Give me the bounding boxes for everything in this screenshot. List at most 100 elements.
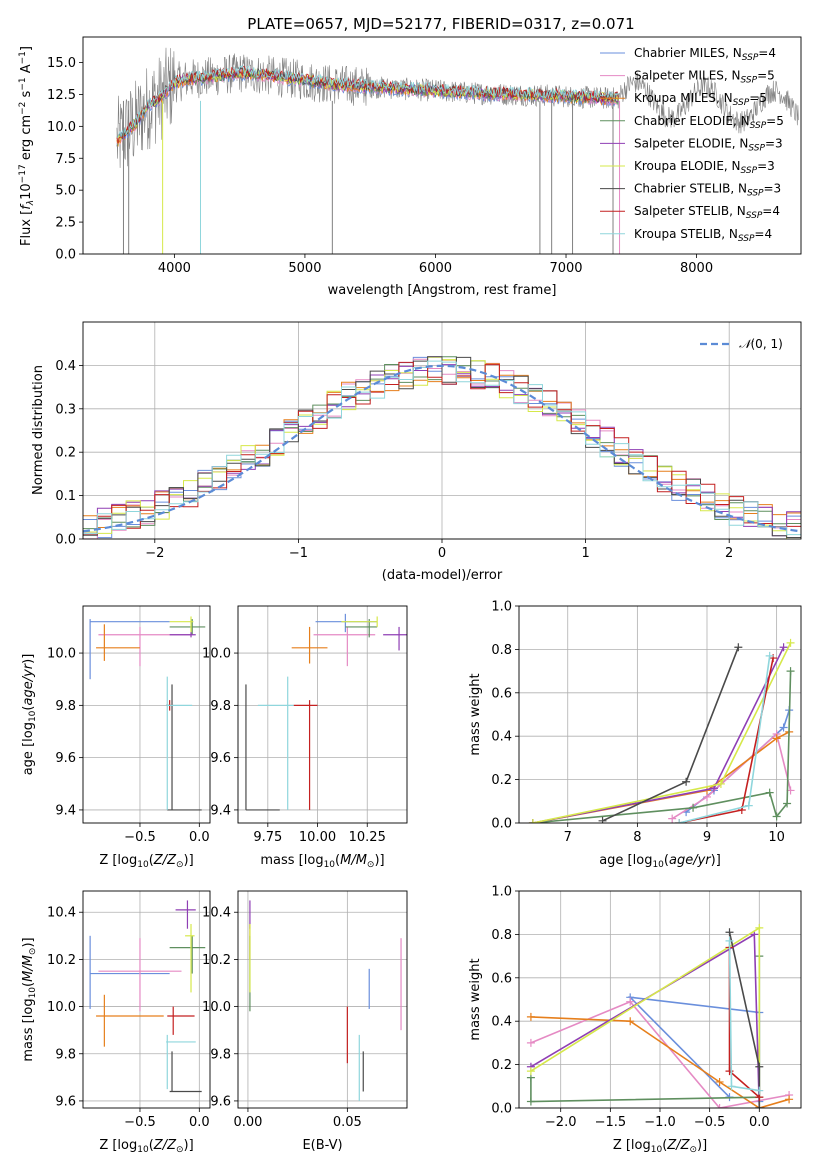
label-part: )] (21, 937, 36, 947)
label-part: −1 (18, 51, 28, 64)
axes-frame (82, 36, 802, 255)
plot-area (528, 638, 795, 823)
label-part: mass [log (260, 853, 323, 868)
label-part: E(B-V) (302, 1138, 342, 1153)
y-tick-label: 5.0 (55, 184, 76, 199)
label-part: =5 (757, 69, 775, 83)
x-tick-label: −2.0 (545, 1115, 577, 1130)
y-tick-label: 0.0 (55, 248, 76, 263)
legend-entry: Kroupa ELODIE, NSSP=3 (634, 159, 775, 176)
plus-marker (734, 643, 743, 652)
plus-marker (772, 812, 781, 821)
label-part: 10 (137, 1145, 149, 1155)
y-axis-label: Normed distribution (31, 365, 46, 495)
plus-marker (755, 1062, 764, 1071)
label-part: 10 (137, 860, 149, 870)
legend-entry: Kroupa STELIB, NSSP=4 (634, 227, 772, 244)
y-tick-label: 0.4 (491, 730, 512, 745)
x-tick-label: 1 (581, 546, 589, 561)
legend-entry: 𝒩(0, 1) (739, 337, 783, 351)
plot-area (249, 900, 402, 1101)
axes-mass_vs_ebv: 0.00 0.05 9.6 9.8 10.0 10.2 10.4 E(B-V) (202, 890, 408, 1153)
y-tick-label: 9.8 (210, 1047, 231, 1062)
plus-marker (725, 1067, 734, 1076)
y-axis-label: Flux [fλ10−17 erg cm−2 s−1 A−1] (18, 46, 36, 246)
label-part: )] (374, 853, 384, 868)
x-tick-label: 10.25 (349, 830, 386, 845)
plus-marker (755, 1104, 764, 1108)
y-tick-label: 0.8 (491, 643, 512, 658)
y-tick-label: 10.2 (202, 953, 231, 968)
label-part: Z/Z (666, 1138, 690, 1153)
label-part: s (19, 90, 34, 101)
legend-entry: Chabrier ELODIE, NSSP=5 (634, 114, 784, 131)
plot-area (245, 613, 407, 811)
legend-entry: Kroupa MILES, NSSP=5 (634, 91, 767, 108)
plot-area (116, 47, 799, 254)
label-part: ⊙ (176, 1145, 184, 1155)
legend-entry: Chabrier MILES, NSSP=4 (634, 46, 776, 63)
label-part: −1 (18, 77, 28, 90)
label-part: ⊙ (367, 860, 375, 870)
x-axis-label: mass [log10(M/M⊙)] (260, 853, 384, 870)
plus-marker (783, 799, 792, 808)
plot-area (89, 616, 206, 811)
normal-reference-curve (83, 364, 799, 533)
axes-frame (82, 321, 802, 540)
label-part: ( (21, 706, 36, 711)
plus-marker (725, 928, 734, 937)
plus-marker (715, 1104, 724, 1108)
axes-frame (82, 890, 211, 1109)
plus-marker (786, 667, 795, 676)
label-part: −17 (18, 164, 28, 183)
plus-marker (598, 816, 607, 823)
label-part: 10 (28, 710, 38, 722)
label-part: Salpeter ELODIE, N (634, 136, 748, 150)
label-part: A (19, 64, 34, 77)
y-tick-label: 9.4 (55, 803, 76, 818)
y-tick-label: 9.6 (210, 1094, 231, 1109)
y-tick-label: 0.0 (491, 1102, 512, 1117)
label-part: age [log (21, 722, 36, 775)
histogram-7 (83, 361, 801, 535)
label-part: =5 (766, 114, 784, 128)
plot-area (83, 356, 801, 539)
axes-mass_vs_Z: −0.5 0.09.69.810.010.210.4Z [log10(Z/Z⊙)]… (21, 890, 211, 1155)
mass-weight-line-1 (530, 1000, 790, 1108)
plus-marker (626, 1017, 635, 1026)
label-part: Chabrier ELODIE, N (634, 114, 750, 128)
plus-marker (744, 801, 753, 810)
label-part: SSP (748, 143, 765, 153)
y-tick-label: 10.4 (47, 906, 76, 921)
y-tick-label: 0.2 (55, 446, 76, 461)
x-axis-label: Z [log10(Z/Z⊙)] (99, 853, 193, 870)
y-tick-label: 10.0 (202, 1000, 231, 1015)
y-tick-label: 0.4 (491, 1015, 512, 1030)
label-part: ⊙ (176, 860, 184, 870)
label-part: (0, 1) (751, 337, 783, 351)
label-part: SSP (746, 211, 763, 221)
plus-marker (765, 651, 774, 660)
label-part: ( (21, 982, 36, 987)
y-tick-label: 0.3 (55, 402, 76, 417)
x-axis-label: (data-model)/error (382, 568, 503, 583)
plus-marker (526, 1038, 535, 1047)
y-tick-label: 10.0 (47, 120, 76, 135)
x-tick-label: −1.0 (644, 1115, 676, 1130)
label-part: 𝒩 (739, 337, 754, 351)
plus-marker (626, 997, 635, 1006)
model-spectrum-8 (116, 64, 619, 138)
x-tick-label: 0.0 (189, 1115, 210, 1130)
axes-frame (237, 605, 408, 824)
x-tick-label: −0.5 (124, 1115, 156, 1130)
plus-marker (528, 819, 537, 823)
label-part: )] (711, 853, 721, 868)
plot-area (89, 900, 206, 1093)
label-part: Kroupa ELODIE, N (634, 159, 741, 173)
label-part: SSP (733, 98, 750, 108)
plus-marker (779, 723, 788, 732)
label-part: )] (697, 1138, 707, 1153)
mass-weight-line-7 (678, 657, 774, 823)
mass-weight-line-3 (532, 671, 792, 823)
label-part: ( (149, 853, 154, 868)
